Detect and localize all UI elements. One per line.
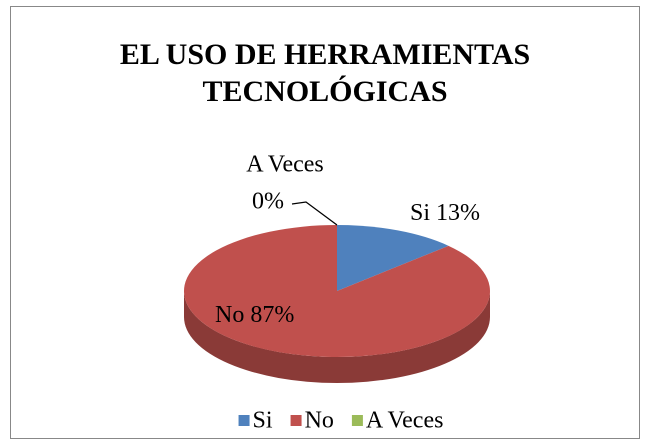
legend-swatch [290, 415, 302, 426]
legend: Si No A Veces [238, 408, 444, 434]
pie-slice [337, 225, 449, 291]
pie-side [184, 291, 490, 383]
legend-label: No [305, 408, 334, 434]
data-label: Si 13% [410, 200, 480, 226]
data-label-value: 0% [252, 189, 284, 215]
legend-swatch [238, 415, 250, 426]
pie-slice [183, 225, 490, 357]
data-label-name: Si [410, 200, 430, 226]
leader-line [291, 201, 338, 226]
legend-label: Si [253, 408, 273, 434]
data-label-name: No [215, 302, 244, 328]
data-label-value: 13% [436, 200, 480, 226]
data-label: No 87% [215, 302, 294, 328]
data-label-name: A Veces [246, 152, 324, 178]
chart-title: EL USO DE HERRAMIENTAS TECNOLÓGICAS [119, 38, 531, 108]
data-label-value: 87% [250, 302, 294, 328]
legend-swatch [351, 415, 363, 426]
legend-label: A Veces [366, 408, 444, 434]
